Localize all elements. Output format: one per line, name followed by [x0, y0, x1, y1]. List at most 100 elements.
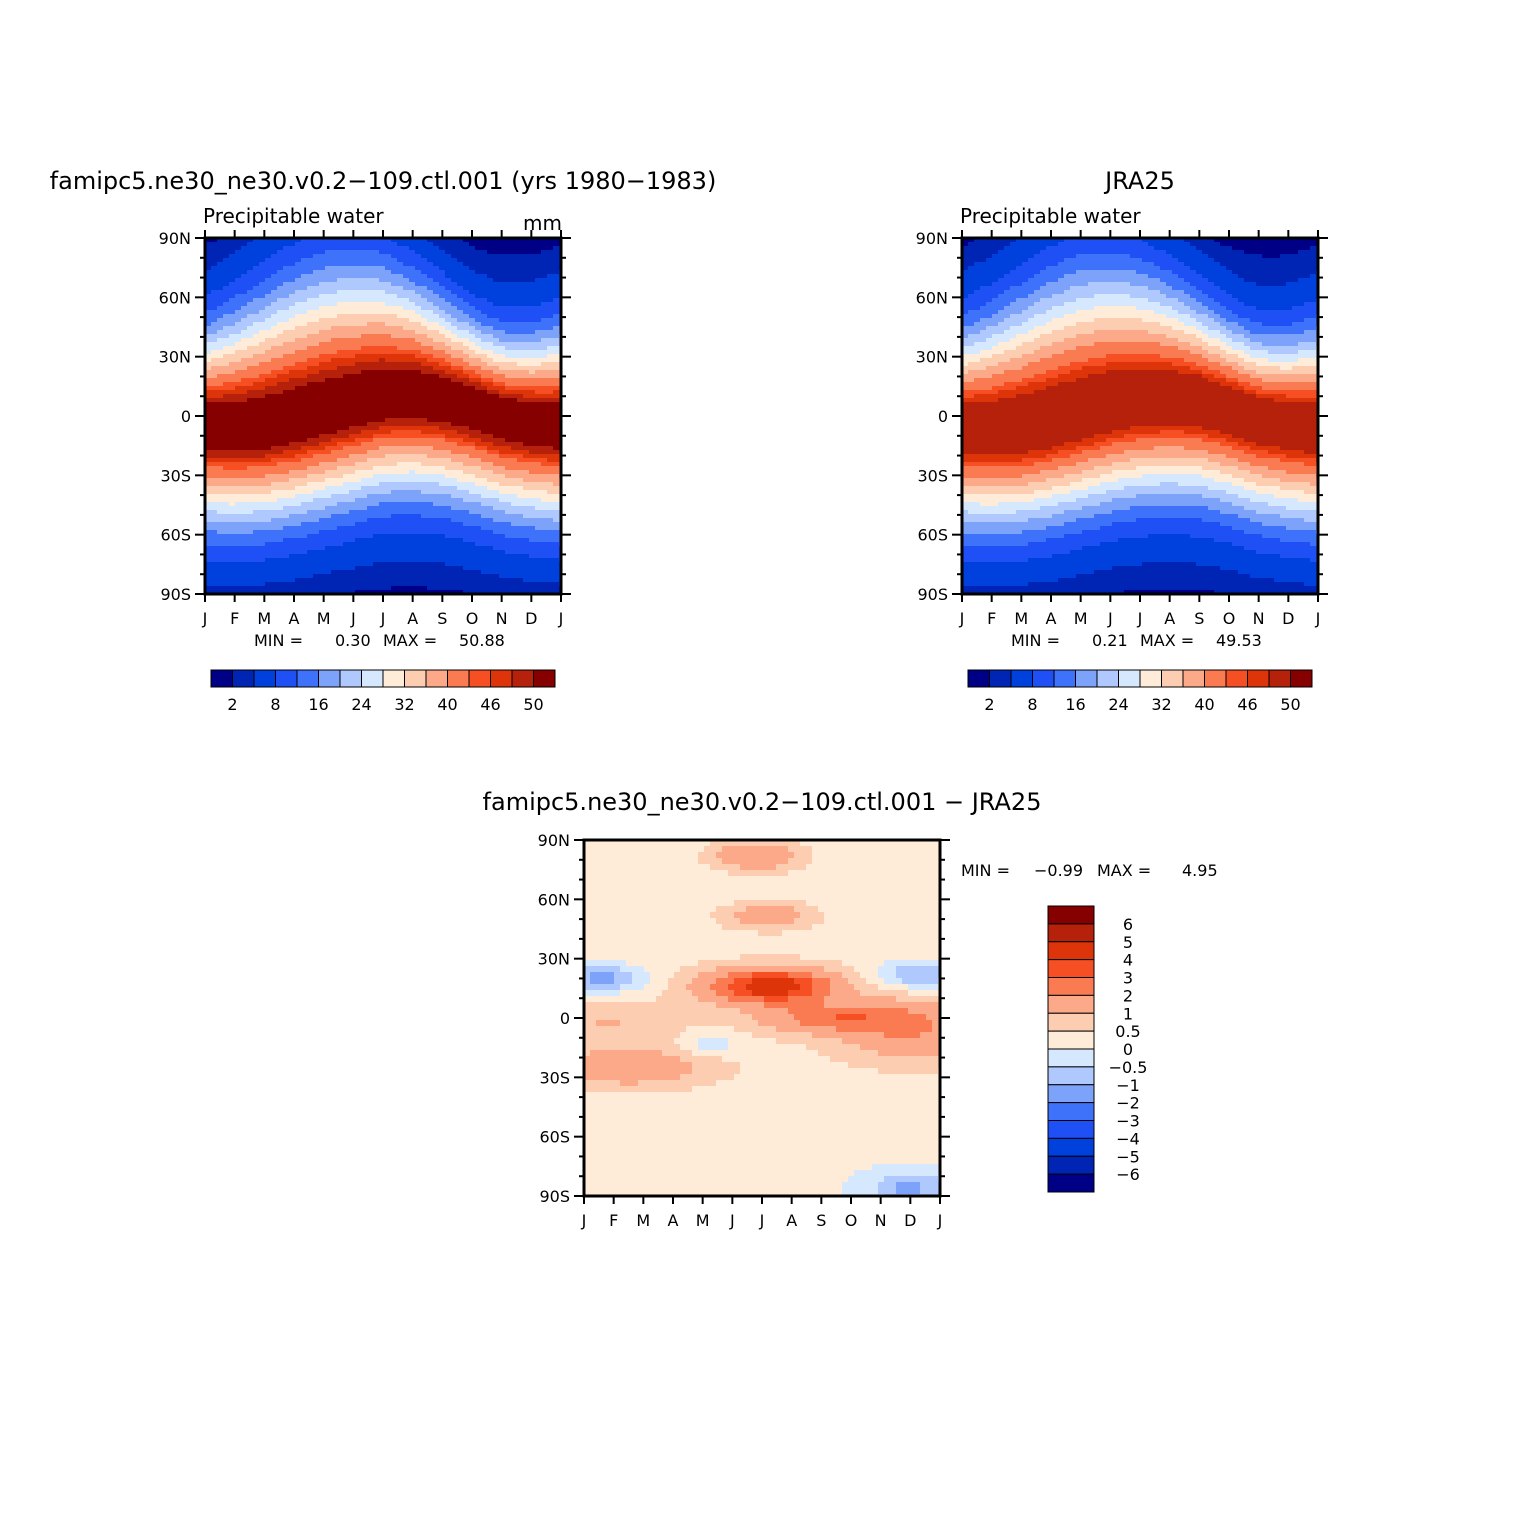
- heatmap-cell: [421, 562, 428, 567]
- heatmap-cell: [325, 450, 332, 455]
- heatmap-cell: [349, 538, 356, 543]
- heatmap-cell: [487, 430, 494, 435]
- heatmap-cell: [523, 542, 530, 547]
- heatmap-cell: [331, 466, 338, 471]
- heatmap-cell: [451, 530, 458, 535]
- heatmap-cell: [367, 474, 374, 479]
- heatmap-cell: [415, 454, 422, 459]
- heatmap-cell: [361, 578, 368, 583]
- heatmap-cell: [415, 418, 422, 423]
- heatmap-cell: [421, 286, 428, 291]
- heatmap-cell: [481, 566, 488, 571]
- heatmap-cell: [211, 566, 218, 571]
- heatmap-cell: [313, 306, 320, 311]
- heatmap-cell: [217, 538, 224, 543]
- heatmap-cell: [235, 406, 242, 411]
- heatmap-cell: [439, 246, 446, 251]
- heatmap-cell: [445, 402, 452, 407]
- heatmap-cell: [409, 398, 416, 403]
- heatmap-cell: [517, 462, 524, 467]
- heatmap-cell: [289, 446, 296, 451]
- heatmap-cell: [445, 318, 452, 323]
- heatmap-cell: [427, 258, 434, 263]
- heatmap-cell: [463, 306, 470, 311]
- heatmap-cell: [439, 486, 446, 491]
- heatmap-cell: [391, 254, 398, 259]
- heatmap-cell: [289, 526, 296, 531]
- heatmap-cell: [265, 282, 272, 287]
- heatmap-cell: [355, 322, 362, 327]
- heatmap-cell: [361, 370, 368, 375]
- heatmap-cell: [529, 494, 536, 499]
- heatmap-cell: [241, 238, 248, 243]
- heatmap-cell: [247, 278, 254, 283]
- heatmap-cell: [337, 298, 344, 303]
- heatmap-cell: [397, 370, 404, 375]
- heatmap-cell: [475, 338, 482, 343]
- heatmap-cell: [487, 558, 494, 563]
- heatmap-cell: [397, 518, 404, 523]
- heatmap-cell: [235, 266, 242, 271]
- heatmap-cell: [355, 482, 362, 487]
- heatmap-cell: [433, 286, 440, 291]
- heatmap-cell: [259, 238, 266, 243]
- heatmap-cell: [289, 278, 296, 283]
- heatmap-cell: [487, 242, 494, 247]
- heatmap-cell: [301, 518, 308, 523]
- heatmap-cell: [403, 286, 410, 291]
- heatmap-cell: [283, 302, 290, 307]
- heatmap-cell: [259, 270, 266, 275]
- heatmap-cell: [397, 534, 404, 539]
- heatmap-cell: [379, 262, 386, 267]
- heatmap-cell: [229, 386, 236, 391]
- heatmap-cell: [451, 370, 458, 375]
- heatmap-cell: [475, 382, 482, 387]
- heatmap-cell: [211, 238, 218, 243]
- heatmap-cell: [451, 346, 458, 351]
- heatmap-cell: [313, 254, 320, 259]
- heatmap-cell: [265, 406, 272, 411]
- heatmap-cell: [493, 282, 500, 287]
- heatmap-cell: [313, 586, 320, 591]
- heatmap-cell: [451, 386, 458, 391]
- heatmap-cell: [511, 386, 518, 391]
- heatmap-cell: [475, 238, 482, 243]
- heatmap-cell: [517, 506, 524, 511]
- heatmap-cell: [367, 350, 374, 355]
- heatmap-cell: [307, 254, 314, 259]
- heatmap-cell: [499, 434, 506, 439]
- heatmap-cell: [499, 590, 506, 594]
- heatmap-cell: [481, 338, 488, 343]
- heatmap-cell: [445, 266, 452, 271]
- heatmap-cell: [265, 274, 272, 279]
- heatmap-cell: [463, 350, 470, 355]
- heatmap-cell: [331, 266, 338, 271]
- heatmap-cell: [463, 482, 470, 487]
- heatmap-cell: [259, 586, 266, 591]
- heatmap-cell: [523, 430, 530, 435]
- heatmap-cell: [349, 370, 356, 375]
- heatmap-cell: [487, 374, 494, 379]
- heatmap-cell: [445, 526, 452, 531]
- heatmap-cell: [355, 350, 362, 355]
- heatmap-cell: [385, 342, 392, 347]
- heatmap-cell: [265, 310, 272, 315]
- heatmap-cell: [355, 282, 362, 287]
- heatmap-cell: [349, 350, 356, 355]
- heatmap-cell: [265, 394, 272, 399]
- heatmap-cell: [475, 342, 482, 347]
- heatmap-cell: [427, 514, 434, 519]
- heatmap-cell: [295, 250, 302, 255]
- heatmap-cell: [529, 342, 536, 347]
- heatmap-cell: [439, 590, 446, 594]
- heatmap-cell: [277, 538, 284, 543]
- heatmap-cell: [313, 374, 320, 379]
- heatmap-cell: [415, 450, 422, 455]
- heatmap-cell: [355, 310, 362, 315]
- heatmap-cell: [361, 510, 368, 515]
- heatmap-cell: [241, 458, 248, 463]
- heatmap-cell: [259, 446, 266, 451]
- heatmap-cell: [487, 426, 494, 431]
- heatmap-cell: [511, 418, 518, 423]
- heatmap-cell: [211, 242, 218, 247]
